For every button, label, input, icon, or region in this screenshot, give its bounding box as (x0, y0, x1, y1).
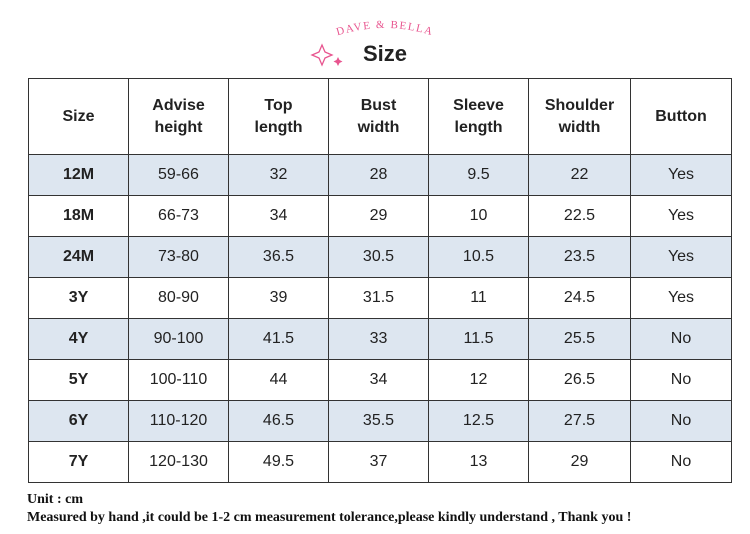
table-cell: 12.5 (428, 400, 529, 442)
size-table: Size Advise height Top length Bust width Sle… (28, 78, 732, 483)
table-row: 5Y 100-110 44 34 12 26.5 No (28, 359, 732, 401)
table-cell: Yes (630, 277, 732, 319)
header-cell: Shoulder width (528, 78, 631, 155)
table-cell: 33 (328, 318, 429, 360)
unit-note: Unit : cm (27, 492, 83, 507)
table-cell: 7Y (28, 441, 129, 483)
header-row: Size Advise height Top length Bust width Sle… (28, 78, 732, 155)
table-cell: Yes (630, 195, 732, 237)
table-row: 3Y 80-90 39 31.5 11 24.5 Yes (28, 277, 732, 319)
table-cell: Yes (630, 154, 732, 196)
table-cell: 34 (328, 359, 429, 401)
table-cell: 9.5 (428, 154, 529, 196)
table-cell: 4Y (28, 318, 129, 360)
table-cell: 27.5 (528, 400, 631, 442)
table-cell: 18M (28, 195, 129, 237)
table-cell: 29 (328, 195, 429, 237)
table-cell: 39 (228, 277, 329, 319)
table-cell: 59-66 (128, 154, 229, 196)
table-row: 24M 73-80 36.5 30.5 10.5 23.5 Yes (28, 236, 732, 278)
table-cell: 34 (228, 195, 329, 237)
table-cell: 24M (28, 236, 129, 278)
table-cell: 37 (328, 441, 429, 483)
table-cell: 11 (428, 277, 529, 319)
sparkle (310, 43, 334, 67)
table-cell: No (630, 359, 732, 401)
table-cell: 29 (528, 441, 631, 483)
table-cell: Yes (630, 236, 732, 278)
table-cell: 49.5 (228, 441, 329, 483)
table-cell: 46.5 (228, 400, 329, 442)
table-cell: 31.5 (328, 277, 429, 319)
header: DAVE & BELLA Size (310, 19, 435, 67)
table-cell: No (630, 400, 732, 442)
table-cell: 12 (428, 359, 529, 401)
table-cell: 110-120 (128, 400, 229, 442)
table-cell: 44 (228, 359, 329, 401)
table-cell: 3Y (28, 277, 129, 319)
table-cell: 36.5 (228, 236, 329, 278)
table-cell: 24.5 (528, 277, 631, 319)
table-cell: 32 (228, 154, 329, 196)
table-row: 12M 59-66 32 28 9.5 22 Yes (28, 154, 732, 196)
table-cell: 41.5 (228, 318, 329, 360)
header-cell: Button (630, 78, 732, 155)
table-cell: 80-90 (128, 277, 229, 319)
table-cell: 26.5 (528, 359, 631, 401)
header-cell: Top length (228, 78, 329, 155)
measure-note: Measured by hand ,it could be 1-2 cm mea… (27, 510, 632, 525)
header-cell: Sleeve length (428, 78, 529, 155)
title: Size (363, 41, 407, 66)
table-cell: 12M (28, 154, 129, 196)
table-cell: No (630, 318, 732, 360)
table-cell: 13 (428, 441, 529, 483)
table-cell: 73-80 (128, 236, 229, 278)
table-cell: 25.5 (528, 318, 631, 360)
header-cell: Advise height (128, 78, 229, 155)
table-row: 6Y 110-120 46.5 35.5 12.5 27.5 No (28, 400, 732, 442)
table-cell: 120-130 (128, 441, 229, 483)
table-row: 18M 66-73 34 29 10 22.5 Yes (28, 195, 732, 237)
table-cell: 28 (328, 154, 429, 196)
logo-text: DAVE & BELLA (335, 19, 434, 38)
table-row: 4Y 90-100 41.5 33 11.5 25.5 No (28, 318, 732, 360)
table-cell: 22 (528, 154, 631, 196)
table-cell: No (630, 441, 732, 483)
table-cell: 11.5 (428, 318, 529, 360)
table-cell: 100-110 (128, 359, 229, 401)
table-cell: 5Y (28, 359, 129, 401)
table-cell: 35.5 (328, 400, 429, 442)
table-cell: 10.5 (428, 236, 529, 278)
table-cell: 6Y (28, 400, 129, 442)
table-cell: 66-73 (128, 195, 229, 237)
table-cell: 90-100 (128, 318, 229, 360)
table-cell: 22.5 (528, 195, 631, 237)
header-cell: Size (28, 78, 129, 155)
table-cell: 10 (428, 195, 529, 237)
sparkle (333, 57, 343, 66)
logo: DAVE & BELLA (335, 19, 435, 38)
table-cell: 23.5 (528, 236, 631, 278)
table-cell: 30.5 (328, 236, 429, 278)
header-cell: Bust width (328, 78, 429, 155)
table-row: 7Y 120-130 49.5 37 13 29 No (28, 441, 732, 483)
